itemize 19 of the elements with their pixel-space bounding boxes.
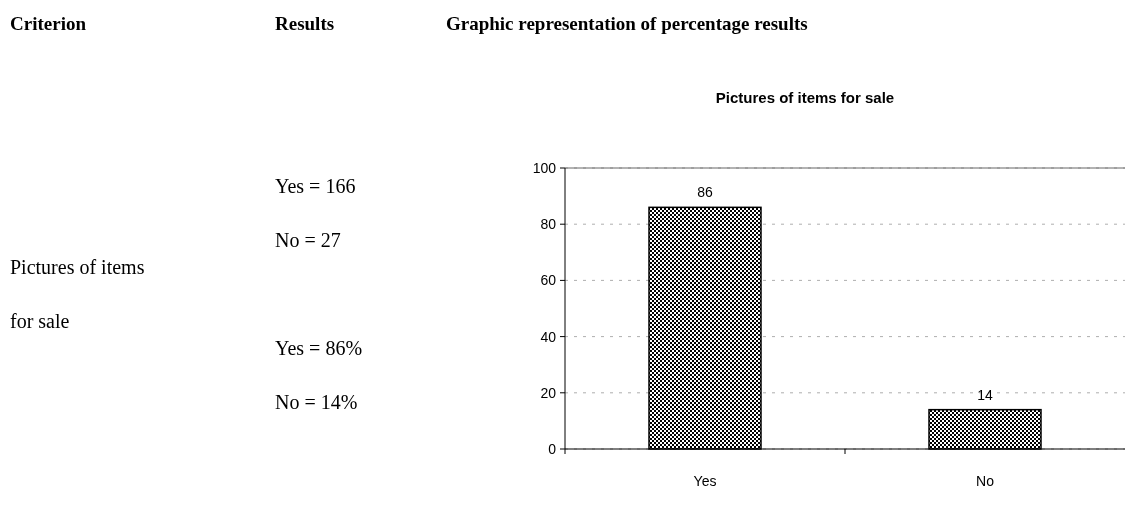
x-tick-label: No [976,473,995,489]
data-label: 86 [697,184,713,201]
y-tick-label: 40 [540,328,557,345]
text: No = 27 [275,229,341,251]
y-tick-label: 0 [548,440,557,457]
text: Criterion [10,13,87,34]
y-tick-label: 100 [532,159,557,176]
x-tick-label: Yes [693,473,717,489]
chart-title: Pictures of items for sale [715,89,895,106]
y-tick-label: 60 [540,272,557,289]
y-tick-label: 20 [540,384,557,401]
text: Yes = 166 [275,175,356,197]
text: No = 14% [275,391,358,413]
y-tick-label: 80 [540,216,557,233]
text: Pictures of items for sale [10,256,145,332]
text: Graphic representation of percentage results [446,13,808,34]
text: Results [275,13,335,34]
data-label: 14 [977,386,993,403]
text: Yes = 86% [275,337,363,359]
